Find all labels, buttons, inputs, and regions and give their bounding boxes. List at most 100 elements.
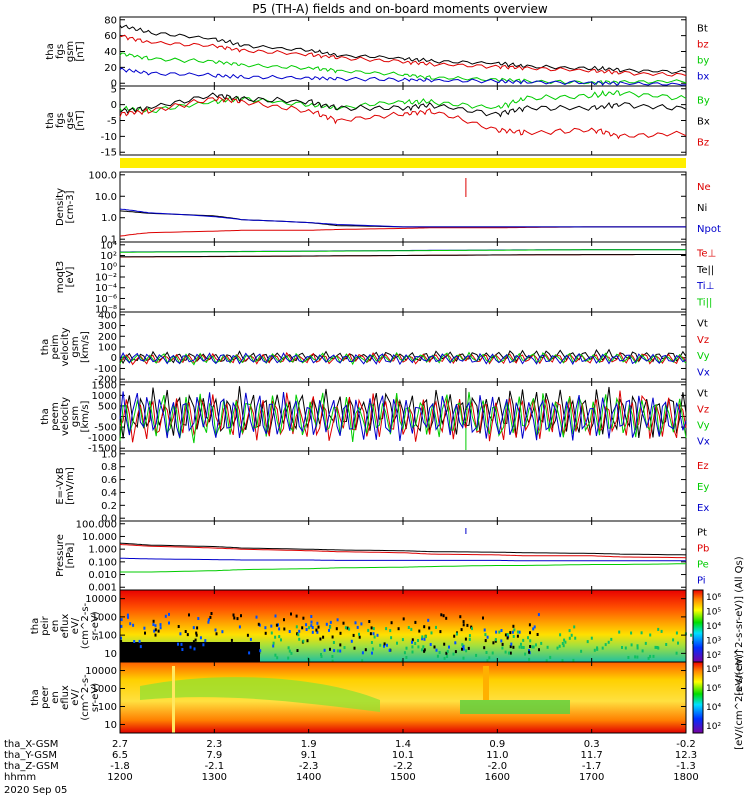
- peir-speckle: [127, 651, 130, 655]
- peir-speckle: [310, 615, 313, 618]
- peir-speckle: [423, 649, 426, 653]
- legend-item-fgs_gsm: bx: [697, 72, 709, 83]
- peir-speckle: [644, 641, 647, 645]
- peir-speckle: [484, 633, 487, 637]
- peir-speckle: [601, 646, 604, 650]
- series-line-peim_velocity-vx: [119, 352, 687, 366]
- y-tick-label: 10²: [100, 251, 117, 262]
- peir-speckle: [370, 626, 373, 630]
- date-label: 2020 Sep 05: [4, 785, 67, 796]
- y-tick-label: 10⁴: [100, 240, 117, 251]
- peir-speckle: [460, 628, 463, 632]
- y-tick-label: 200: [98, 332, 117, 343]
- y-axis-label-line: en: [50, 620, 61, 633]
- legend-item-peem_velocity: Vt: [697, 388, 708, 399]
- peir-speckle: [465, 649, 468, 653]
- peir-speckle: [129, 622, 132, 626]
- peir-speckle: [518, 630, 521, 634]
- peir-speckle: [652, 654, 655, 658]
- peir-speckle: [536, 633, 539, 636]
- x-tick-label: 1.4: [395, 739, 411, 750]
- x-tick-label: 0.9: [489, 739, 505, 750]
- y-tick-label: 10⁻⁴: [95, 283, 117, 294]
- x-tick-label: 2.3: [206, 739, 222, 750]
- y-axis-label-line: peim: [50, 334, 61, 359]
- peir-speckle: [168, 621, 170, 625]
- y-axis-label-line: tha: [30, 618, 41, 634]
- colorbar-title: [eV/(cm^2-s-sr-eV)]: [734, 650, 745, 750]
- peir-speckle: [199, 636, 202, 640]
- y-axis-label-temperature: moqt3[eV]: [55, 261, 76, 294]
- peir-speckle: [435, 625, 437, 629]
- series-line-fgs_gsm-bx: [119, 67, 687, 86]
- y-tick-label: -1000: [88, 433, 117, 444]
- y-tick-label: 10.0: [95, 192, 117, 203]
- peir-speckle: [442, 614, 445, 618]
- y-tick-label: 1.000: [88, 545, 117, 556]
- peir-speckle: [319, 637, 322, 641]
- legend-item-fgs_gse: Bx: [697, 117, 710, 128]
- peir-speckle: [677, 641, 679, 645]
- peir-speckle: [438, 651, 441, 654]
- peir-speckle: [486, 659, 489, 663]
- peir-speckle: [561, 659, 564, 663]
- y-axis-label-efield: E=-VxB[mV/m]: [55, 467, 76, 505]
- x-tick-label: 1.9: [301, 739, 317, 750]
- peir-speckle: [316, 621, 319, 625]
- x-tick-label: -1.3: [676, 761, 696, 772]
- peir-speckle: [371, 647, 374, 651]
- y-tick-label: 0: [111, 79, 117, 90]
- peir-speckle: [423, 637, 426, 641]
- peir-speckle: [230, 638, 233, 642]
- peir-speckle: [325, 622, 328, 626]
- x-tick-label: -1.7: [582, 761, 602, 772]
- peir-speckle: [120, 639, 123, 643]
- peir-speckle: [356, 625, 359, 629]
- series-line-fgs_gse-bz: [119, 96, 687, 140]
- peir-speckle: [527, 636, 529, 640]
- peir-speckle: [446, 649, 449, 653]
- peir-speckle: [127, 615, 129, 619]
- y-axis-label-line: gse: [65, 112, 76, 130]
- peir-speckle: [373, 635, 376, 639]
- peir-speckle: [249, 637, 252, 641]
- peir-speckle: [549, 655, 552, 659]
- peir-speckle: [672, 638, 675, 642]
- y-axis-label-line: fgs: [55, 44, 66, 59]
- peir-speckle: [445, 651, 448, 655]
- y-axis-label-line: tha: [30, 689, 41, 705]
- peir-speckle: [305, 623, 308, 627]
- series-line-fgs_gsm-bz: [120, 34, 687, 77]
- peir-speckle: [494, 639, 497, 643]
- peir-speckle: [385, 627, 388, 631]
- peir-speckle: [207, 618, 210, 622]
- x-tick-label: -1.8: [110, 761, 130, 772]
- legend-item-efield: Ey: [697, 482, 709, 493]
- peir-speckle: [186, 633, 189, 637]
- peir-speckle: [418, 629, 421, 633]
- peir-speckle: [372, 632, 375, 636]
- x-tick-label: 1500: [390, 772, 415, 783]
- peir-speckle: [436, 654, 439, 658]
- series-line-density-ne: [119, 226, 686, 237]
- peir-speckle: [452, 652, 455, 656]
- peir-speckle: [466, 623, 469, 627]
- y-axis-label-line: [mV/m]: [65, 467, 76, 505]
- peir-speckle: [248, 651, 251, 655]
- peer-green-patch: [460, 700, 570, 714]
- peir-speckle: [421, 648, 423, 652]
- peir-speckle: [331, 635, 334, 639]
- x-tick-label: 12.3: [675, 750, 697, 761]
- peir-speckle: [528, 650, 531, 654]
- peir-speckle: [529, 645, 532, 648]
- peir-speckle: [501, 642, 504, 646]
- x-tick-label: 1400: [296, 772, 321, 783]
- peir-speckle: [342, 621, 345, 625]
- peir-speckle: [494, 638, 497, 642]
- peir-speckle: [621, 646, 623, 649]
- peir-speckle: [308, 626, 310, 630]
- peir-speckle: [364, 648, 367, 652]
- peir-speckle: [610, 637, 613, 641]
- peir-speckle: [435, 648, 438, 652]
- peir-speckle: [287, 646, 290, 650]
